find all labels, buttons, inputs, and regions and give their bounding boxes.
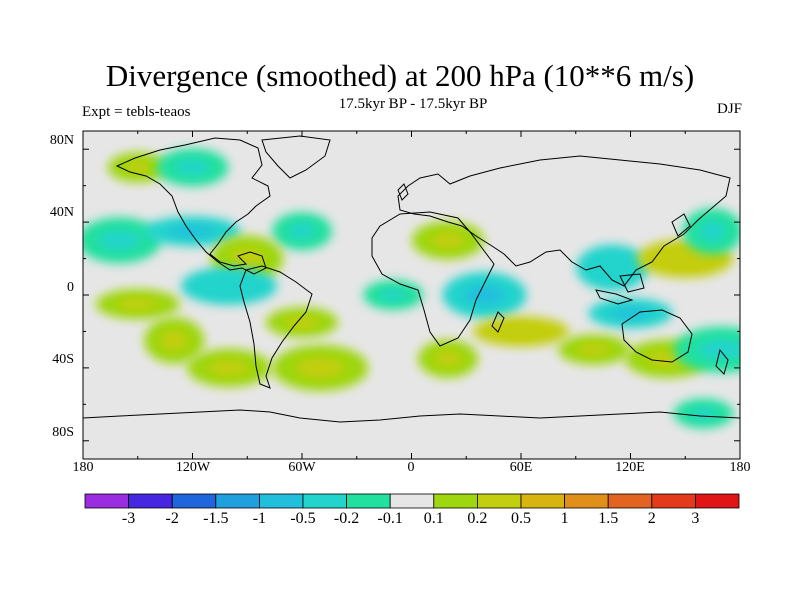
- anomaly-region-core: [175, 159, 210, 176]
- anomaly-region-core: [288, 223, 316, 239]
- colorbar-label: -0.2: [333, 510, 360, 527]
- anomaly-region-core: [380, 289, 407, 301]
- coastline-borneo: [619, 273, 645, 293]
- colorbar-box: [476, 493, 522, 509]
- lon-label-0: 0: [407, 460, 415, 475]
- colorbar-label: 1: [560, 510, 569, 527]
- coastline-madagascar: [491, 311, 505, 333]
- lon-label-60w: 60W: [288, 460, 316, 475]
- lat-label-80n: 80N: [49, 133, 74, 148]
- coastline-greenland: [261, 135, 331, 179]
- anomaly-region-core: [595, 257, 630, 278]
- anomaly-region-core: [208, 360, 250, 376]
- anomaly-region-core: [161, 330, 188, 351]
- anomaly-region-core: [168, 225, 217, 237]
- anomaly-region-core: [124, 161, 151, 173]
- colorbar-box: [520, 493, 565, 509]
- lon-label-180e: 180: [729, 460, 751, 475]
- colorbar-box: [346, 493, 391, 509]
- coastline-new-zealand: [715, 348, 729, 375]
- lon-label-60e: 60E: [509, 460, 533, 475]
- coastline-japan: [671, 213, 691, 237]
- anomaly-region-core: [431, 232, 465, 249]
- anomaly-region-core: [497, 325, 545, 337]
- coastline-australia: [621, 309, 693, 363]
- lat-label-80s: 80S: [52, 425, 74, 440]
- lat-label-40n: 40N: [49, 205, 74, 220]
- plot-title: Divergence (smoothed) at 200 hPa (10**6 …: [105, 58, 695, 93]
- anomaly-region-core: [577, 344, 611, 356]
- colorbar-box: [607, 493, 653, 509]
- coastlines: [83, 135, 740, 423]
- colorbar-box: [215, 493, 260, 509]
- colorbar-box: [302, 493, 347, 509]
- colorbar-box: [695, 493, 740, 509]
- colorbar-label: 0.5: [511, 510, 531, 527]
- period-label: 17.5kyr BP - 17.5kyr BP: [338, 96, 488, 112]
- colorbar-label: -1: [252, 510, 267, 527]
- anomaly-region-core: [285, 316, 319, 328]
- coastline-eurasia: [397, 155, 731, 287]
- anomaly-region-core: [464, 285, 505, 305]
- coastline-africa: [371, 211, 495, 347]
- colorbar-label: -1.5: [203, 510, 229, 527]
- lon-label-120w: 120W: [175, 460, 211, 475]
- anomaly-region-core: [99, 230, 140, 251]
- anomaly-region-core: [697, 339, 740, 360]
- anomaly-region-core: [661, 250, 710, 267]
- season-label: DJF: [716, 101, 742, 117]
- colorbar-box: [433, 493, 478, 509]
- axis-ticks: [82, 131, 741, 459]
- colorbar-label: 2: [647, 510, 656, 527]
- colorbar-box: [564, 493, 609, 509]
- colorbar-box: [171, 493, 217, 509]
- colorbar-label: -2: [165, 510, 179, 527]
- anomaly-region-core: [117, 298, 159, 310]
- colorbar-box: [651, 493, 696, 509]
- colorbar-label: 0.1: [423, 510, 444, 527]
- lon-label-120e: 120E: [615, 460, 645, 475]
- colorbar-label: -0.5: [290, 510, 316, 527]
- coastline-antarctica: [83, 409, 740, 423]
- anomaly-region-core: [610, 307, 651, 319]
- colorbar-box: [84, 493, 129, 509]
- coastline-british-isles: [397, 183, 409, 201]
- lon-label-180w: 180: [72, 460, 94, 475]
- colorbar-label: 1.5: [598, 510, 619, 527]
- colorbar-label: -0.1: [377, 510, 403, 527]
- anomaly-region-core: [690, 407, 717, 419]
- colorbar-label: 3: [691, 510, 700, 527]
- colorbar-label: -3: [121, 510, 136, 527]
- anomaly-region-core: [699, 221, 726, 242]
- coastline-south-america: [239, 265, 313, 389]
- coastline-north-america: [115, 137, 271, 275]
- anomaly-region-core: [434, 351, 462, 367]
- lat-label-40s: 40S: [52, 352, 74, 367]
- colorbar-box: [128, 493, 173, 509]
- colorbar-label: 0.2: [467, 510, 488, 527]
- anomaly-region-core: [205, 278, 253, 294]
- experiment-label: Expt = tebls-teaos: [82, 104, 191, 120]
- colorbar-box: [389, 493, 435, 509]
- anomaly-region-core: [296, 357, 345, 378]
- colorbar: [84, 493, 740, 509]
- lat-label-0: 0: [67, 280, 74, 295]
- coastline-indonesia: [595, 289, 634, 305]
- colorbar-box: [258, 493, 304, 509]
